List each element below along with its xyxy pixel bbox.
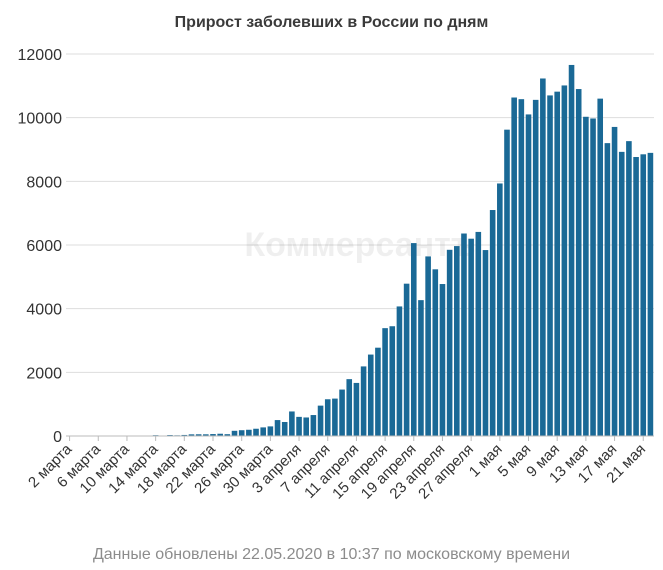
bar [583, 116, 589, 436]
bar [260, 427, 266, 436]
bar [346, 379, 353, 436]
bar [554, 91, 560, 436]
update-footer: Данные обновлены 22.05.2020 в 10:37 по м… [92, 546, 571, 563]
bar [246, 429, 252, 436]
bar [296, 416, 302, 436]
bar [468, 238, 474, 436]
bar [640, 154, 647, 436]
bar [303, 417, 310, 436]
bar [418, 300, 424, 436]
bar [518, 99, 525, 437]
bar [504, 129, 510, 437]
bar [611, 126, 618, 437]
bar [267, 426, 274, 436]
y-tick-label: 4000 [26, 302, 62, 319]
bar [618, 151, 625, 437]
bar [410, 243, 417, 436]
bar [454, 246, 460, 436]
bar [525, 114, 532, 437]
bar [238, 430, 245, 436]
bar [633, 157, 639, 436]
bar [482, 250, 489, 436]
bar [195, 434, 202, 436]
bar [475, 231, 482, 436]
bar [353, 382, 360, 436]
bar [382, 328, 388, 436]
bar [425, 256, 431, 436]
bar [360, 366, 367, 436]
chart-title: Прирост заболевших в России по дням [174, 14, 489, 31]
bar [375, 347, 381, 436]
bar [547, 95, 553, 437]
bar [389, 326, 396, 436]
bar [324, 399, 331, 436]
y-tick-label: 12000 [18, 47, 63, 64]
bar [590, 118, 596, 437]
bar [332, 398, 338, 436]
bar [439, 284, 446, 436]
y-tick-labels: 0 2000 4000 6000 8000 10000 12000 [18, 47, 63, 446]
bar [626, 141, 632, 436]
bar [281, 421, 288, 436]
bar [217, 433, 223, 436]
bar [461, 233, 467, 436]
bar [289, 411, 295, 436]
y-tick-label: 6000 [26, 238, 62, 255]
bar [489, 210, 496, 436]
bar [575, 89, 582, 437]
y-tick-label: 10000 [18, 111, 63, 128]
bar [203, 434, 209, 436]
bar [396, 306, 403, 436]
bars-group [66, 64, 654, 437]
bar [367, 354, 374, 436]
bar [568, 64, 575, 436]
bar [231, 430, 238, 436]
bar [274, 420, 281, 436]
bar [604, 143, 611, 436]
bar [446, 249, 453, 436]
bar [561, 85, 568, 436]
y-tick-label: 0 [53, 429, 62, 446]
bar [647, 152, 654, 436]
y-tick-label: 2000 [26, 365, 62, 382]
bar [210, 434, 216, 436]
bar [181, 434, 188, 436]
bar [497, 183, 503, 436]
bar [403, 283, 410, 436]
bar [224, 434, 231, 436]
y-tick-label: 8000 [26, 174, 62, 191]
bar [188, 434, 195, 436]
bar [540, 78, 546, 436]
watermark-text: Коммерсантъ [244, 226, 475, 264]
bar [532, 99, 539, 437]
bar [339, 389, 345, 436]
bar [511, 97, 517, 437]
bar [432, 269, 439, 436]
bar [317, 405, 324, 436]
bar [597, 98, 604, 436]
bar [253, 428, 259, 436]
bar [310, 415, 317, 436]
